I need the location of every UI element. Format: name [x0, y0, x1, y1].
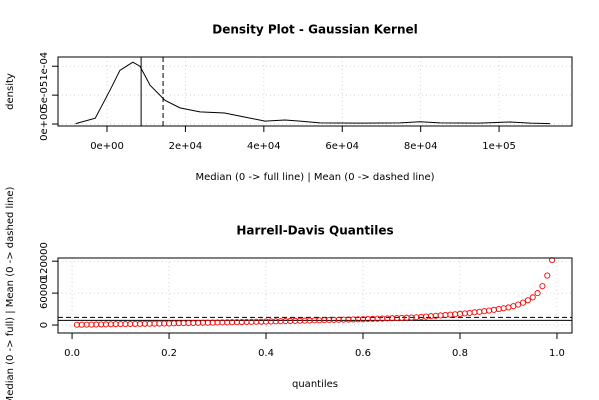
x-axis-label: Median (0 -> full line) | Mean (0 -> das… — [195, 172, 434, 183]
chart-title: Density Plot - Gaussian Kernel — [212, 23, 418, 37]
x-tick-label: 0.4 — [258, 348, 274, 359]
plot-frame — [57, 56, 573, 127]
y-tick-label: 1e-04 — [39, 52, 50, 81]
y-tick-label: 120000 — [39, 242, 50, 280]
y-axis-label: Median (0 -> full) | Mean (0 -> dashed l… — [5, 186, 16, 400]
point — [539, 283, 546, 290]
point — [534, 290, 541, 297]
point — [544, 272, 551, 279]
density-line — [75, 61, 551, 125]
x-tick-label: 2e+04 — [169, 141, 203, 152]
y-tick-label: 60000 — [39, 277, 50, 309]
x-tick-label: 0.6 — [355, 348, 371, 359]
y-tick-label: 5e-05 — [39, 81, 50, 110]
x-tick-label: 4e+04 — [247, 141, 281, 152]
plot-frame — [57, 257, 573, 334]
point — [519, 299, 527, 306]
x-tick-label: 1e+05 — [482, 141, 516, 152]
x-tick-label: 0.0 — [64, 348, 80, 359]
x-tick-label: 0.2 — [161, 348, 177, 359]
x-tick-label: 0e+00 — [90, 141, 124, 152]
y-axis-label: density — [5, 73, 16, 110]
x-tick-label: 8e+04 — [404, 141, 438, 152]
y-tick-label: 0 — [39, 322, 50, 328]
x-tick-label: 1.0 — [549, 348, 565, 359]
point — [524, 297, 531, 304]
chart-title: Harrell-Davis Quantiles — [236, 224, 393, 238]
x-tick-label: 6e+04 — [325, 141, 359, 152]
x-axis-label: quantiles — [292, 379, 338, 390]
y-tick-label: 0e+00 — [39, 107, 50, 141]
x-tick-label: 0.8 — [452, 348, 468, 359]
point — [529, 294, 536, 301]
